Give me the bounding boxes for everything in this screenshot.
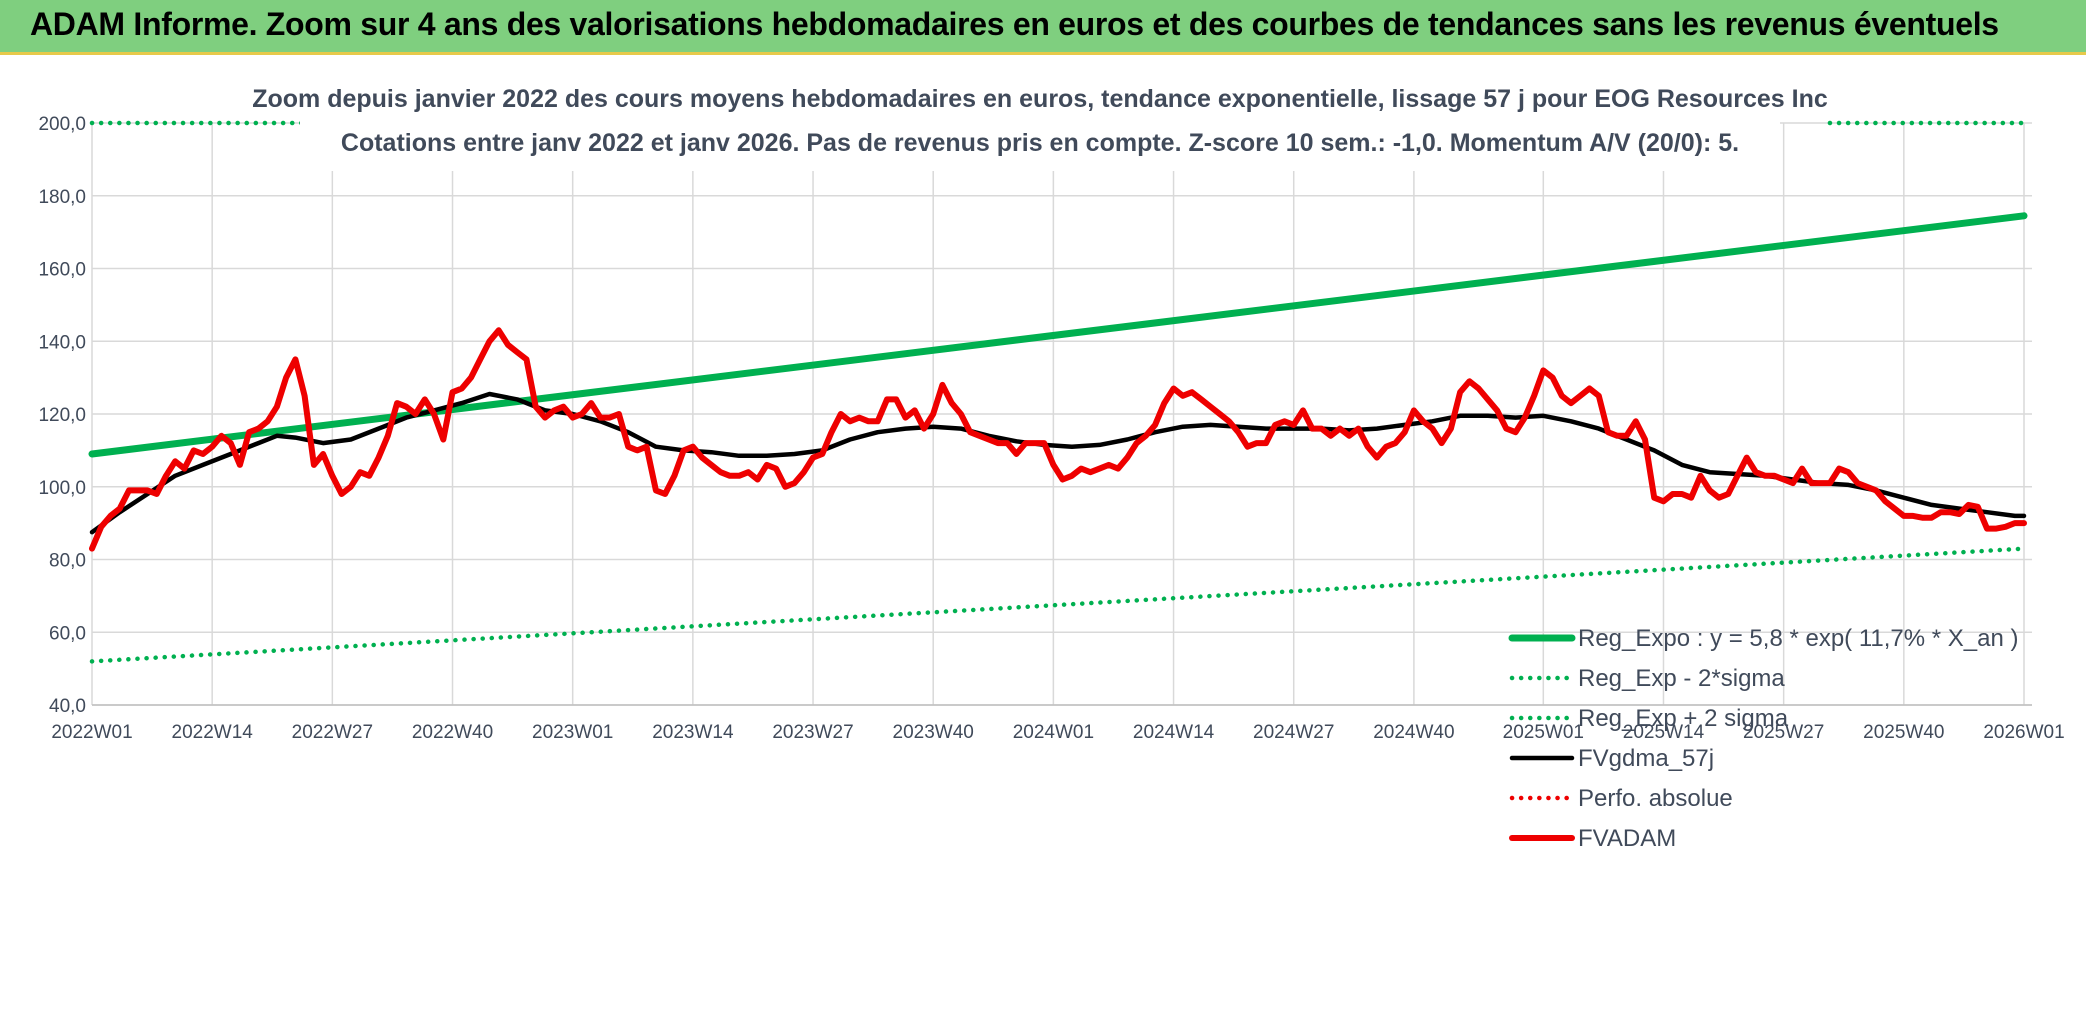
y-tick-label: 100,0 (38, 478, 86, 499)
x-tick-label: 2022W01 (51, 722, 132, 743)
chart-title-line2: Cotations entre janv 2022 et janv 2026. … (341, 129, 1739, 157)
x-tick-label: 2025W27 (1743, 722, 1824, 743)
y-tick-label: 140,0 (38, 332, 86, 353)
x-tick-label: 2026W01 (1983, 722, 2064, 743)
axis-layer: 40,0 60,0 80,0 100,0 120,0 140,0 160,0 180,0 200… (38, 114, 2064, 743)
chart-svg: 40,0 60,0 80,0 100,0 120,0 140,0 160,0 180,0 200… (0, 55, 2086, 1031)
chart-background (0, 55, 2086, 1031)
legend: Reg_Expo : y = 5,8 * exp( 11,7% * X_an )… (1508, 625, 2018, 852)
x-tick-label: 2022W14 (172, 722, 254, 743)
x-tick-label: 2025W40 (1863, 722, 1944, 743)
legend-label: FVADAM (1578, 825, 1676, 852)
legend-label: Perfo. absolue (1578, 785, 1733, 812)
y-tick-label: 60,0 (49, 623, 86, 644)
y-tick-label: 180,0 (38, 187, 86, 208)
x-tick-label: 2025W14 (1623, 722, 1705, 743)
y-tick-label: 120,0 (38, 405, 86, 426)
x-tick-label: 2023W01 (532, 722, 613, 743)
chart-frame: 40,0 60,0 80,0 100,0 120,0 140,0 160,0 180,0 200… (0, 55, 2086, 1031)
legend-label: Reg_Exp + 2 sigma (1578, 705, 1789, 732)
series-line-fvadam (89, 327, 2027, 552)
y-tick-label: 160,0 (38, 260, 86, 281)
x-tick-label: 2023W14 (652, 722, 734, 743)
title-layer: Zoom depuis janvier 2022 des cours moyen… (252, 75, 1828, 171)
x-tick-label: 2022W40 (412, 722, 493, 743)
legend-label: FVgdma_57j (1578, 745, 1714, 772)
y-tick-label: 40,0 (49, 696, 86, 717)
chart-title-line1: Zoom depuis janvier 2022 des cours moyen… (252, 85, 1828, 113)
x-tick-label: 2024W27 (1253, 722, 1334, 743)
x-tick-label: 2023W40 (893, 722, 974, 743)
y-tick-label: 200,0 (38, 114, 86, 135)
page-banner: ADAM Informe. Zoom sur 4 ans des valoris… (0, 0, 2086, 55)
legend-label: Reg_Exp - 2*sigma (1578, 665, 1785, 692)
x-tick-label: 2024W01 (1013, 722, 1094, 743)
title-backdrop (300, 75, 1780, 171)
page-banner-title: ADAM Informe. Zoom sur 4 ans des valoris… (30, 6, 1999, 42)
legend-label: Reg_Expo : y = 5,8 * exp( 11,7% * X_an ) (1578, 625, 2018, 652)
y-tick-label: 80,0 (49, 551, 86, 572)
series-line-fvgdma-57j (89, 391, 2027, 535)
x-tick-label: 2025W01 (1503, 722, 1584, 743)
series-layer (88, 120, 2028, 664)
x-tick-label: 2023W27 (772, 722, 853, 743)
x-tick-label: 2024W14 (1133, 722, 1215, 743)
series-line-reg-exp-2-sigma (89, 546, 2027, 664)
x-tick-label: 2022W27 (292, 722, 373, 743)
x-tick-label: 2024W40 (1373, 722, 1454, 743)
